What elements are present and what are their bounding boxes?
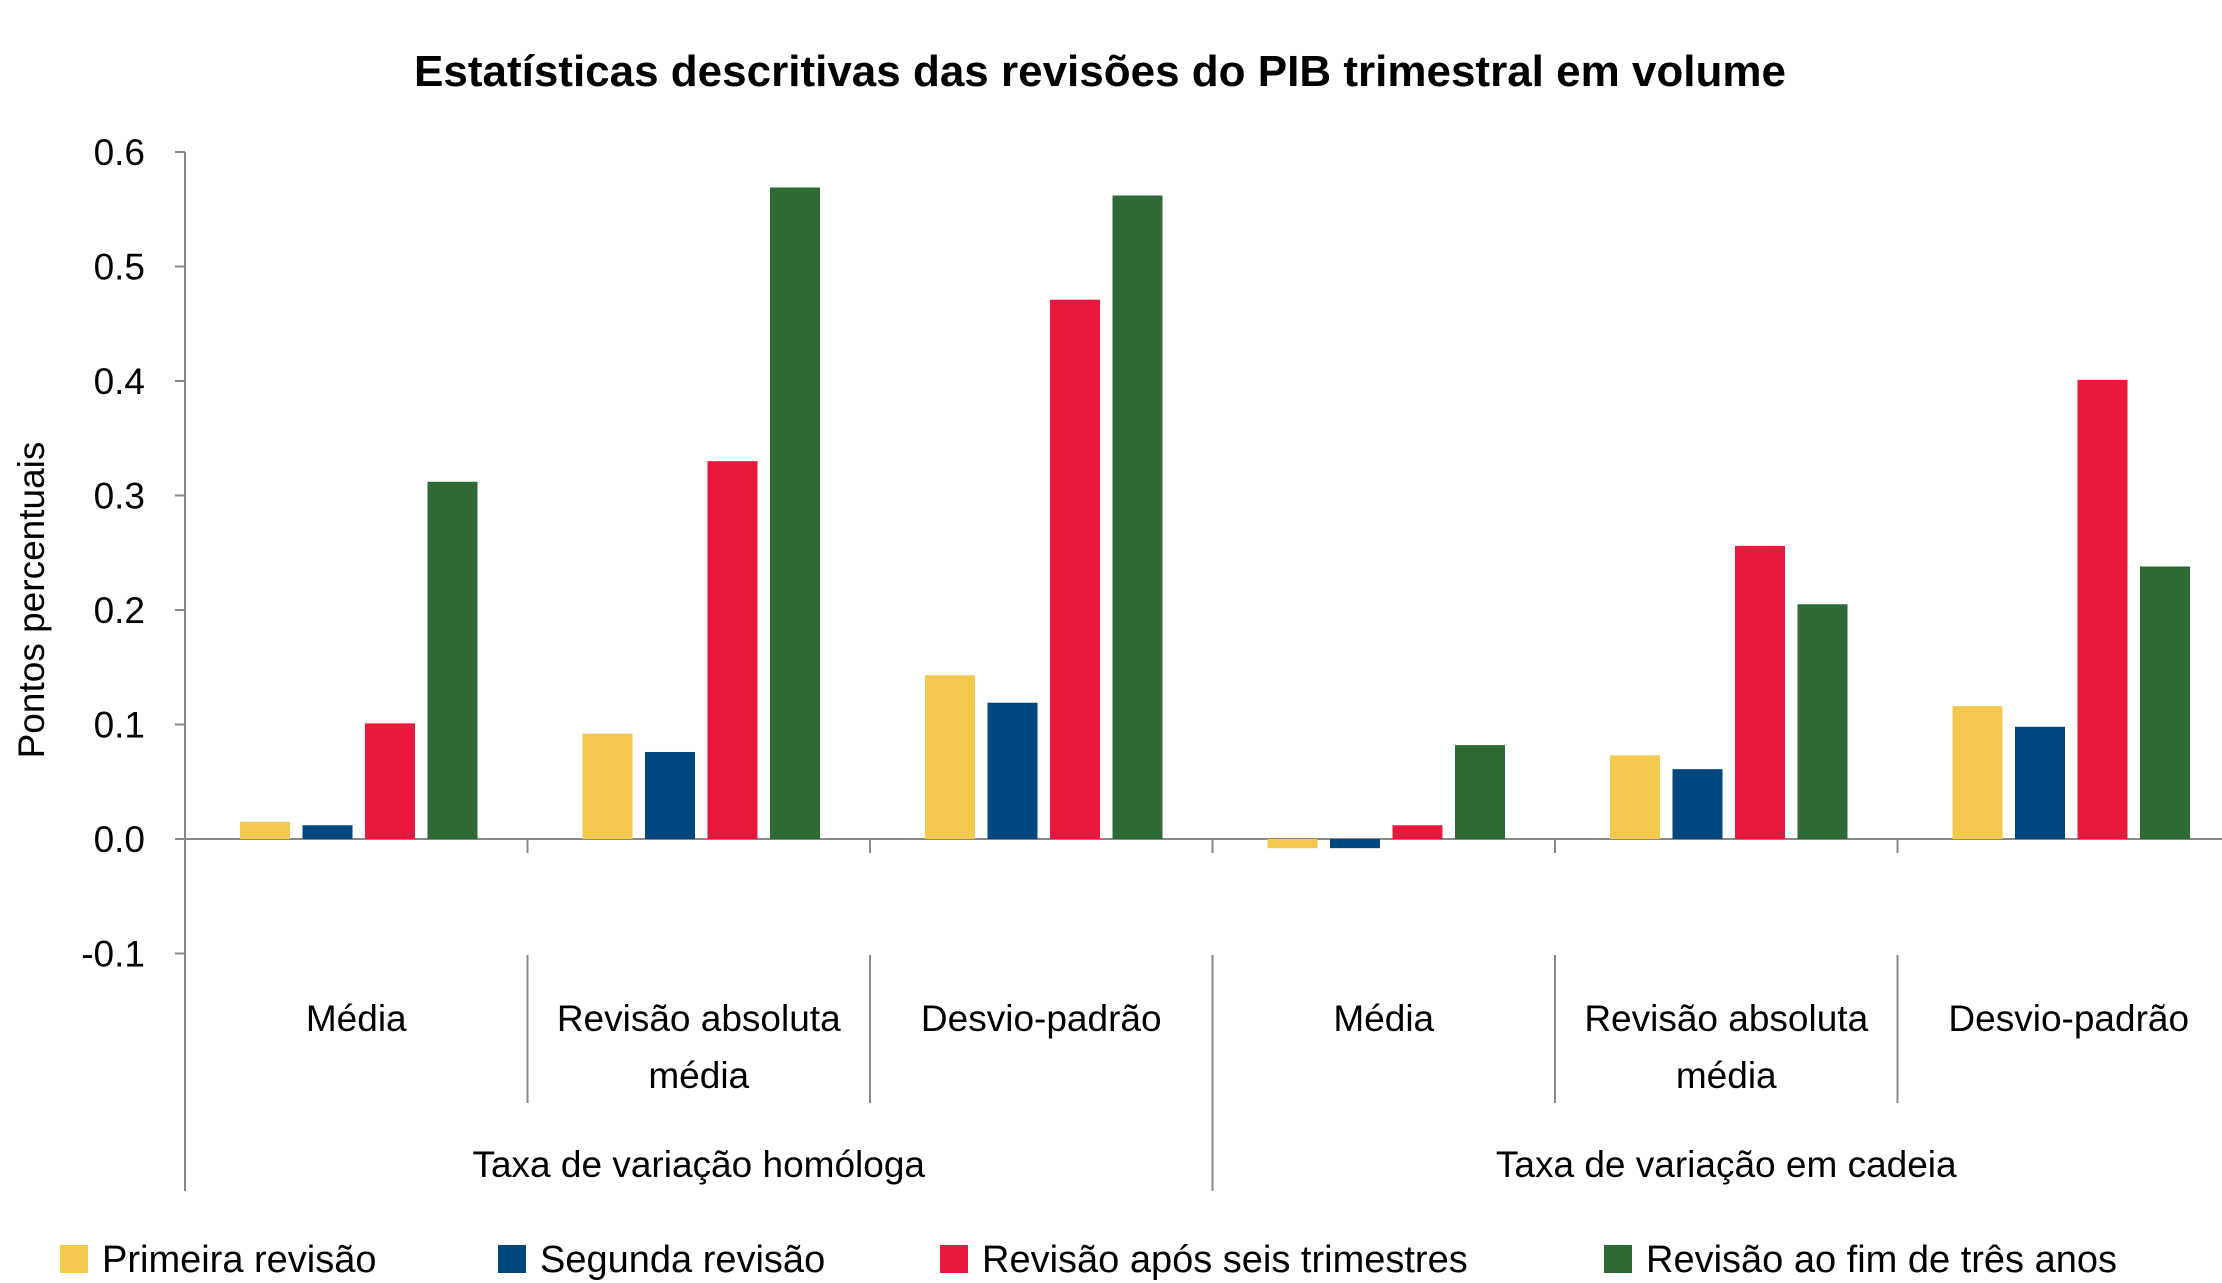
y-tick-label: 0.3 [94, 476, 145, 517]
legend-label: Revisão ao fim de três anos [1646, 1239, 2117, 1281]
bar-series-1-cat-2 [987, 702, 1038, 839]
y-tick-label: 0.0 [94, 819, 145, 860]
category-label: Média [306, 998, 407, 1039]
legend: Primeira revisão Segunda revisão Revisão a… [60, 1239, 2117, 1281]
category-label: Desvio-padrão [1948, 998, 2189, 1039]
bar-series-1-cat-1 [645, 751, 695, 839]
y-tick-label: 0.1 [94, 705, 145, 746]
category-labels: Média Revisão absoluta média Desvio-padrão T… [306, 839, 2189, 1191]
bar-series-3-cat-0 [427, 481, 478, 839]
bar-series-3-cat-4 [1797, 604, 1848, 839]
bar-series-3-cat-2 [1112, 195, 1163, 839]
bars [240, 187, 2190, 849]
bar-series-0-cat-5 [1952, 706, 2003, 839]
y-tick-label: -0.1 [81, 934, 145, 975]
bar-series-2-cat-4 [1735, 545, 1785, 839]
bar-series-2-cat-3 [1392, 825, 1443, 839]
legend-swatch [498, 1245, 526, 1273]
legend-swatch [1604, 1245, 1632, 1273]
legend-label: Revisão após seis trimestres [982, 1239, 1468, 1281]
category-label: média [648, 1055, 749, 1096]
legend-label: Segunda revisão [540, 1239, 825, 1281]
bar-series-0-cat-4 [1610, 755, 1660, 839]
bar-series-1-cat-0 [302, 825, 353, 839]
bar-series-1-cat-5 [2015, 726, 2065, 839]
category-label: Revisão absoluta [557, 998, 841, 1039]
legend-label: Primeira revisão [102, 1239, 377, 1281]
y-tick-label: 0.6 [94, 132, 145, 173]
category-label: Revisão absoluta [1584, 998, 1868, 1039]
axes: 0.6 0.5 0.4 0.3 0.2 0.1 0.0 -0.1 [81, 132, 2222, 1191]
category-label: Desvio-padrão [921, 998, 1162, 1039]
legend-swatch [940, 1245, 968, 1273]
category-label: Média [1333, 998, 1434, 1039]
bar-series-2-cat-0 [365, 723, 415, 839]
category-label: média [1676, 1055, 1777, 1096]
y-tick-label: 0.4 [94, 361, 145, 402]
bar-series-3-cat-1 [770, 187, 820, 839]
bar-series-1-cat-4 [1672, 769, 1723, 839]
bar-series-2-cat-1 [707, 461, 758, 839]
bar-series-3-cat-5 [2140, 566, 2190, 839]
y-tick-label: 0.2 [94, 590, 145, 631]
y-axis-label: Pontos percentuais [11, 442, 52, 759]
group-label: Taxa de variação em cadeia [1496, 1144, 1957, 1185]
bar-series-0-cat-1 [582, 733, 633, 839]
legend-swatch [60, 1245, 88, 1273]
bar-series-1-cat-3 [1330, 839, 1380, 849]
bar-series-0-cat-3 [1267, 839, 1318, 849]
bar-series-2-cat-5 [2077, 379, 2128, 839]
bar-series-0-cat-2 [925, 675, 975, 839]
bar-series-2-cat-2 [1050, 299, 1100, 840]
group-label: Taxa de variação homóloga [472, 1144, 925, 1185]
bar-series-3-cat-3 [1455, 745, 1505, 839]
chart-title: Estatísticas descritivas das revisões do… [414, 47, 1786, 96]
y-tick-label: 0.5 [94, 247, 145, 288]
bar-series-0-cat-0 [240, 821, 290, 839]
